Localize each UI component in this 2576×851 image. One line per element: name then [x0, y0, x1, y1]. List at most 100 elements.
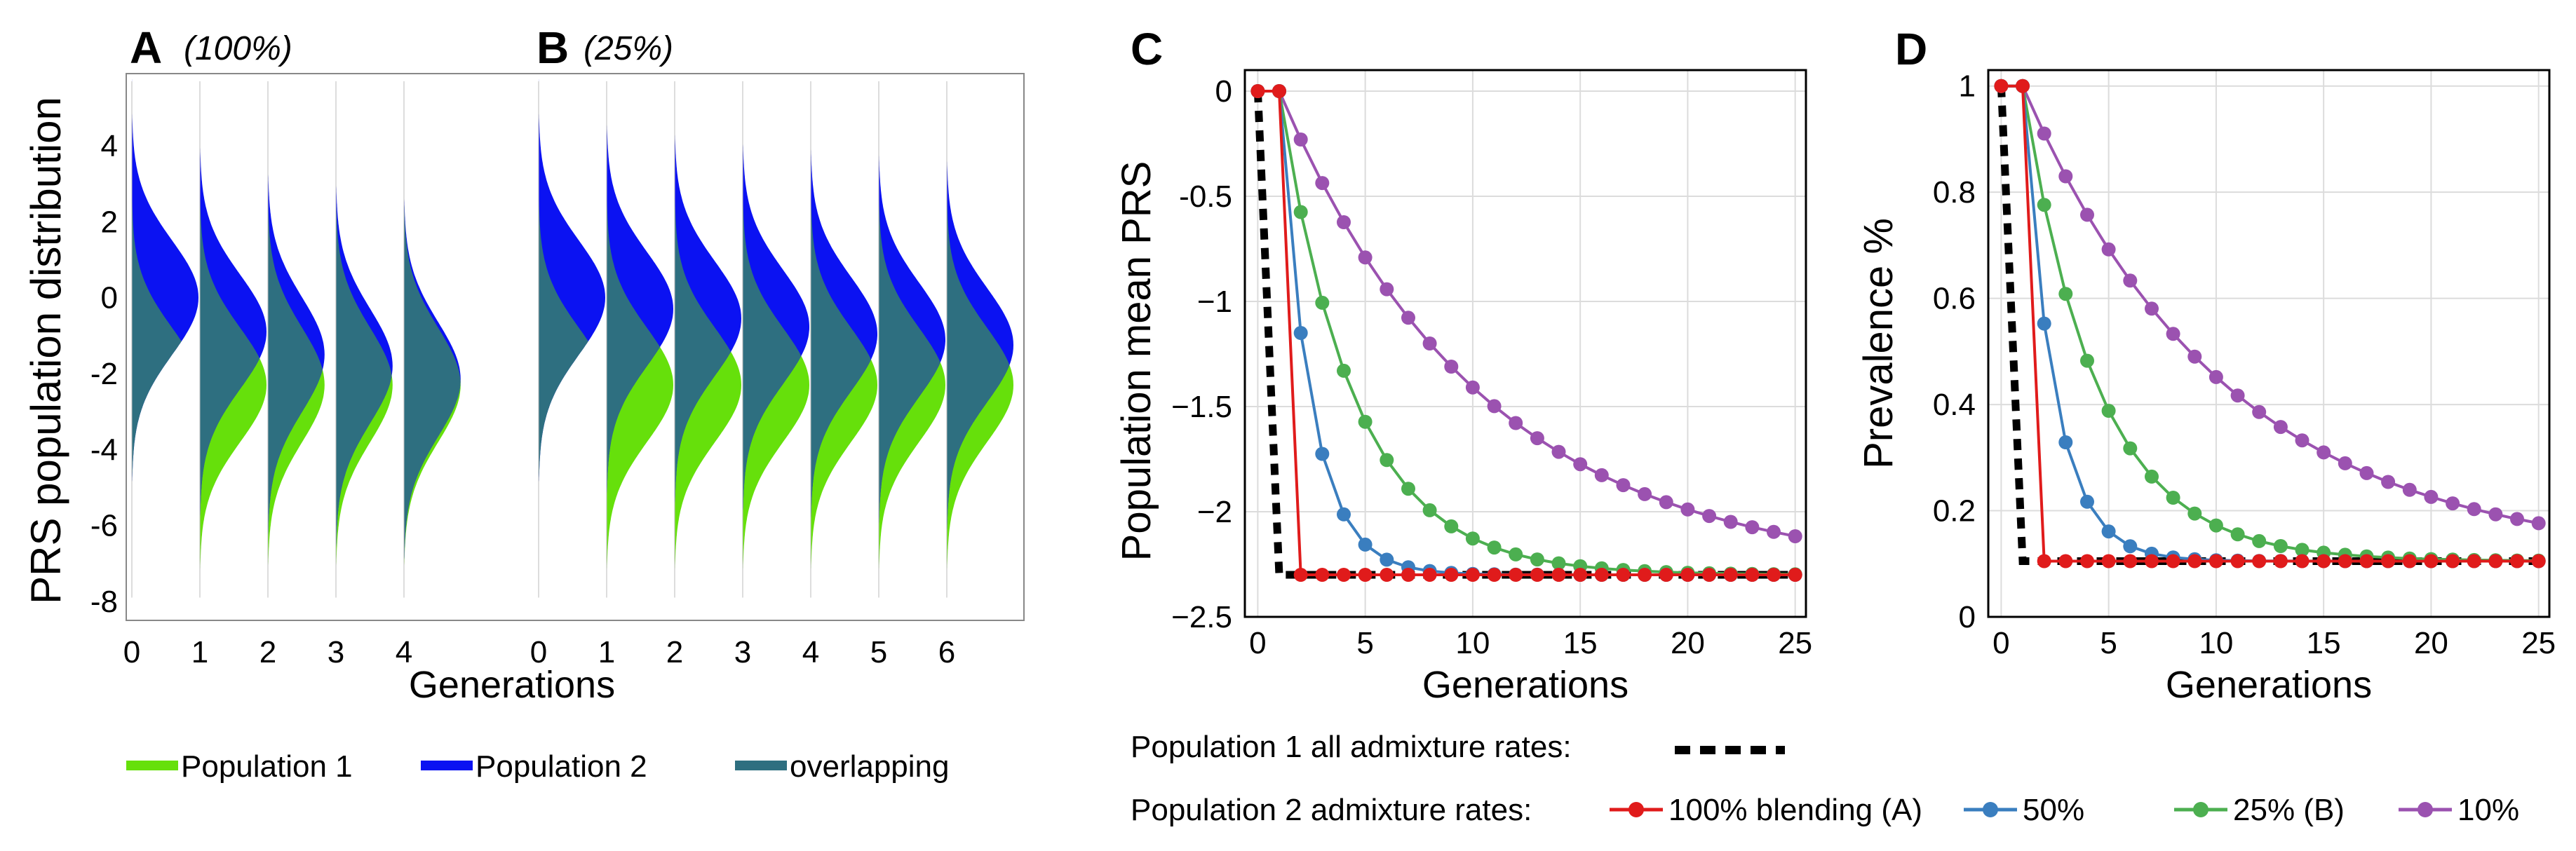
y-tick-label: −2.5	[1171, 600, 1232, 634]
x-tick-b-5: 5	[870, 635, 887, 669]
legend-swatch-marker	[1628, 802, 1644, 817]
data-point	[2317, 554, 2331, 569]
x-tick-b-2: 2	[666, 635, 683, 669]
data-point	[2273, 420, 2288, 435]
legend-item-label: 10%	[2457, 793, 2519, 827]
panel-c-ticks: 0 5 10 15 20 25 0 -0.5 −1 −1.5 −2 −2.5	[1171, 74, 1812, 660]
generation-b-0	[538, 79, 605, 598]
data-point	[2402, 554, 2417, 569]
data-point	[1745, 568, 1760, 582]
generation-a-4	[403, 79, 461, 598]
generation-b-3	[742, 79, 809, 598]
data-point	[1509, 568, 1523, 582]
panel-b-subtitle: (25%)	[584, 30, 673, 67]
panel-c-series	[1250, 84, 1802, 582]
overlap-distribution	[743, 79, 801, 598]
data-point	[2446, 554, 2460, 569]
legend-item-mix100: 100% blending (A)	[1610, 793, 1922, 827]
y-tick-label: 0	[101, 281, 118, 315]
data-point	[2058, 169, 2073, 184]
y-tick-label: 0.4	[1933, 388, 1976, 422]
data-point	[1638, 486, 1652, 501]
data-point	[2187, 506, 2202, 521]
distribution-y-label: PRS population distribution	[22, 97, 69, 604]
data-point	[1337, 363, 1351, 378]
population-1-dashed-line	[1997, 86, 2539, 565]
series-d-mix25	[1994, 79, 2546, 568]
data-point	[2230, 554, 2245, 569]
data-point	[2230, 527, 2245, 542]
x-tick-label: 15	[1563, 626, 1598, 660]
y-tick-label: 0.2	[1933, 494, 1976, 529]
data-point	[1337, 507, 1351, 522]
y-tick-label: −2	[1197, 495, 1232, 529]
admixture-legend: Population 1 all admixture rates: Popula…	[1131, 730, 2519, 827]
data-point	[2101, 524, 2116, 539]
data-point	[1465, 568, 1480, 582]
data-point	[1337, 568, 1351, 582]
y-tick-label: 0.6	[1933, 282, 1976, 316]
data-point	[2080, 353, 2094, 368]
data-point	[1272, 84, 1286, 98]
series-line	[2001, 84, 2539, 563]
data-point	[1293, 132, 1308, 147]
data-point	[2359, 554, 2374, 569]
data-point	[1723, 515, 1738, 529]
data-point	[2252, 554, 2267, 569]
data-point	[2101, 554, 2116, 569]
data-point	[1358, 568, 1373, 582]
x-tick-b-1: 1	[598, 635, 615, 669]
distribution-plot-frame	[126, 73, 1025, 621]
series-line	[1257, 90, 1796, 538]
series-d-mix10	[1994, 79, 2546, 531]
panel-c-y-label: Population mean PRS	[1114, 161, 1159, 561]
x-tick-label: 10	[1455, 626, 1490, 660]
legend-pop2-label: Population 2 admixture rates:	[1131, 793, 1532, 827]
y-tick-label: −1.5	[1171, 390, 1232, 424]
legend-label-pop2: Population 2	[476, 749, 647, 784]
data-point	[1702, 509, 1717, 524]
data-point	[2123, 554, 2138, 569]
data-point	[1551, 568, 1566, 582]
x-tick-label: 25	[2521, 626, 2556, 660]
data-point	[2273, 539, 2288, 553]
panel-b-letter: B	[537, 22, 569, 73]
panel-c-frame	[1243, 69, 1807, 618]
data-point	[2381, 475, 2396, 489]
data-point	[1487, 568, 1502, 582]
x-tick-label: 20	[1671, 626, 1705, 660]
data-point	[2510, 512, 2524, 526]
x-tick-label: 15	[2307, 626, 2341, 660]
data-point	[2209, 369, 2223, 384]
data-point	[2488, 507, 2503, 522]
data-point	[2058, 554, 2073, 569]
generation-a-0	[131, 79, 198, 598]
y-tick-label: 0.8	[1933, 175, 1976, 210]
x-tick-label: 5	[2100, 626, 2117, 660]
series-c-mix50	[1250, 84, 1802, 582]
overlap-distribution	[132, 79, 182, 598]
data-point	[1422, 503, 1437, 517]
panel-d-grid	[1988, 70, 2549, 618]
data-point	[2424, 489, 2439, 504]
legend-item-label: 100% blending (A)	[1668, 793, 1922, 827]
legend-swatch-marker	[2193, 802, 2209, 817]
data-point	[2273, 554, 2288, 569]
data-point	[2123, 273, 2138, 288]
y-tick-label: -6	[90, 509, 118, 543]
data-point	[2295, 543, 2309, 557]
data-point	[2058, 435, 2073, 449]
data-point	[2359, 465, 2374, 480]
panel-c-x-label: Generations	[1422, 664, 1628, 706]
x-tick-label: 5	[1356, 626, 1373, 660]
distribution-x-ticks: 0 1 2 3 4 0 1 2 3 4 5 6	[123, 635, 955, 669]
data-point	[1530, 431, 1544, 446]
data-point	[2123, 441, 2138, 456]
y-tick-label: 4	[101, 129, 118, 163]
overlap-distribution	[539, 79, 588, 598]
distribution-panel: 4 2 0 -2 -4 -6 -8 0 1 2 3 4 0 1 2 3 4 5 6 A (100%) B (25%…	[22, 22, 1025, 706]
panel-c: 0 5 10 15 20 25 0 -0.5 −1 −1.5 −2 −2.5 C Population…	[1114, 24, 1812, 706]
data-point	[1422, 336, 1437, 350]
data-point	[2187, 349, 2202, 364]
